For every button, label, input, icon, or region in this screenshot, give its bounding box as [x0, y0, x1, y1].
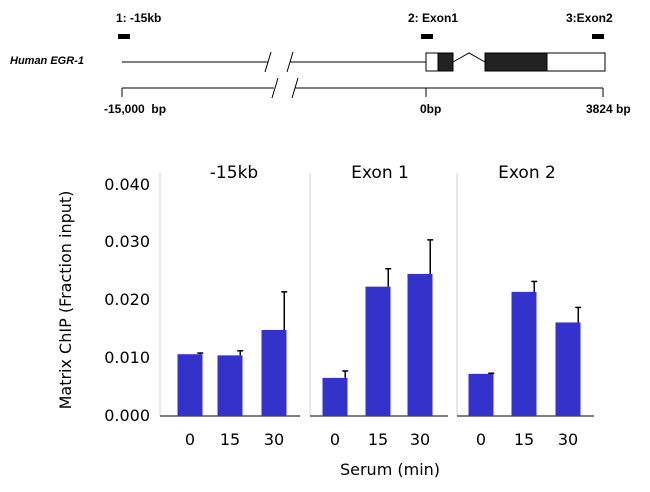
region-label-2: 2: Exon1	[408, 11, 458, 25]
x-tick-label: 15	[220, 430, 240, 449]
x-axis-title: Serum (min)	[340, 460, 440, 479]
bar	[322, 377, 348, 416]
gene-diagram: 1: -15kb 2: Exon1 3:Exon2 Human EGR-1 -1…	[10, 11, 631, 116]
y-tick-label: 0.030	[104, 232, 150, 251]
panel-title: Exon 1	[351, 163, 409, 183]
bar-chart: Matrix ChIP (Fraction input) Serum (min)…	[56, 163, 594, 479]
x-tick-label: 30	[410, 430, 430, 449]
scale-label-mid: 0bp	[420, 102, 441, 116]
bar	[261, 329, 287, 416]
x-tick-label: 0	[476, 430, 486, 449]
bar	[365, 286, 391, 416]
y-tick-label: 0.000	[104, 406, 150, 425]
x-tick-label: 30	[264, 430, 284, 449]
x-tick-label: 15	[514, 430, 534, 449]
region-label-1: 1: -15kb	[116, 11, 161, 25]
panel-title: Exon 2	[498, 163, 556, 183]
scale-label-left: -15,000 bp	[104, 102, 166, 116]
bar	[555, 322, 581, 416]
exon1-coding	[437, 52, 454, 72]
gene-line-break-1	[264, 51, 272, 73]
x-tick-label: 0	[330, 430, 340, 449]
gene-name: Human EGR-1	[10, 55, 84, 67]
error-bar	[344, 370, 346, 378]
x-tick-label: 15	[368, 430, 388, 449]
bar	[511, 291, 537, 416]
y-axis-title: Matrix ChIP (Fraction input)	[56, 191, 75, 410]
bar	[468, 373, 494, 416]
panel-title: -15kb	[210, 163, 258, 183]
panel-2: Exon 1 0 15 30	[309, 163, 448, 449]
intron	[452, 52, 486, 63]
y-tick-label: 0.010	[104, 348, 150, 367]
error-bar	[387, 268, 389, 287]
region-label-3: 3:Exon2	[566, 11, 613, 25]
exon1-utr	[425, 52, 439, 72]
y-ticks: 0.000 0.010 0.020 0.030 0.040	[104, 175, 150, 425]
scale-break-1	[271, 77, 279, 99]
x-tick-label: 0	[185, 430, 195, 449]
scale-label-right: 3824 bp	[586, 102, 631, 116]
error-bar	[533, 281, 535, 292]
exon2-coding	[484, 52, 548, 72]
x-tick-label: 30	[558, 430, 578, 449]
bar	[407, 273, 433, 416]
error-bar	[283, 291, 285, 330]
region-marker-2	[421, 34, 433, 39]
panel-1: -15kb 0 15 30	[159, 163, 300, 449]
exon2-utr	[546, 52, 606, 72]
bar	[217, 355, 243, 416]
error-bar	[577, 307, 579, 323]
region-marker-1	[118, 34, 130, 39]
error-bar	[239, 350, 241, 356]
error-bar	[429, 239, 431, 274]
y-tick-label: 0.040	[104, 175, 150, 194]
y-tick-label: 0.020	[104, 290, 150, 309]
bar	[177, 354, 203, 416]
region-marker-3	[592, 34, 604, 39]
panel-3: Exon 2 0 15 30	[456, 163, 594, 449]
